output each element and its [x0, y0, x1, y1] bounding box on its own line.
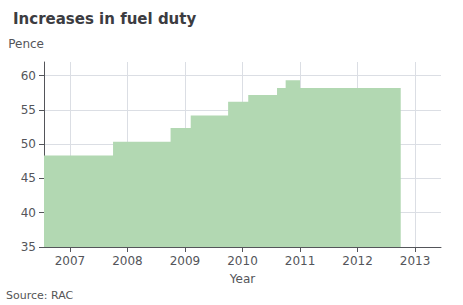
svg-text:35: 35 — [21, 240, 36, 254]
svg-text:Year: Year — [229, 272, 255, 286]
svg-text:2009: 2009 — [170, 254, 201, 268]
svg-text:60: 60 — [21, 69, 36, 83]
svg-text:50: 50 — [21, 137, 36, 151]
svg-text:2013: 2013 — [400, 254, 431, 268]
svg-text:2012: 2012 — [342, 254, 373, 268]
svg-text:Increases in fuel duty: Increases in fuel duty — [13, 10, 196, 28]
svg-text:45: 45 — [21, 171, 36, 185]
svg-text:Pence: Pence — [8, 37, 44, 51]
svg-text:2010: 2010 — [227, 254, 258, 268]
svg-text:55: 55 — [21, 103, 36, 117]
svg-text:Source: RAC: Source: RAC — [6, 289, 74, 302]
svg-text:40: 40 — [21, 206, 36, 220]
svg-text:2007: 2007 — [55, 254, 86, 268]
svg-text:2011: 2011 — [285, 254, 316, 268]
svg-text:2008: 2008 — [112, 254, 143, 268]
